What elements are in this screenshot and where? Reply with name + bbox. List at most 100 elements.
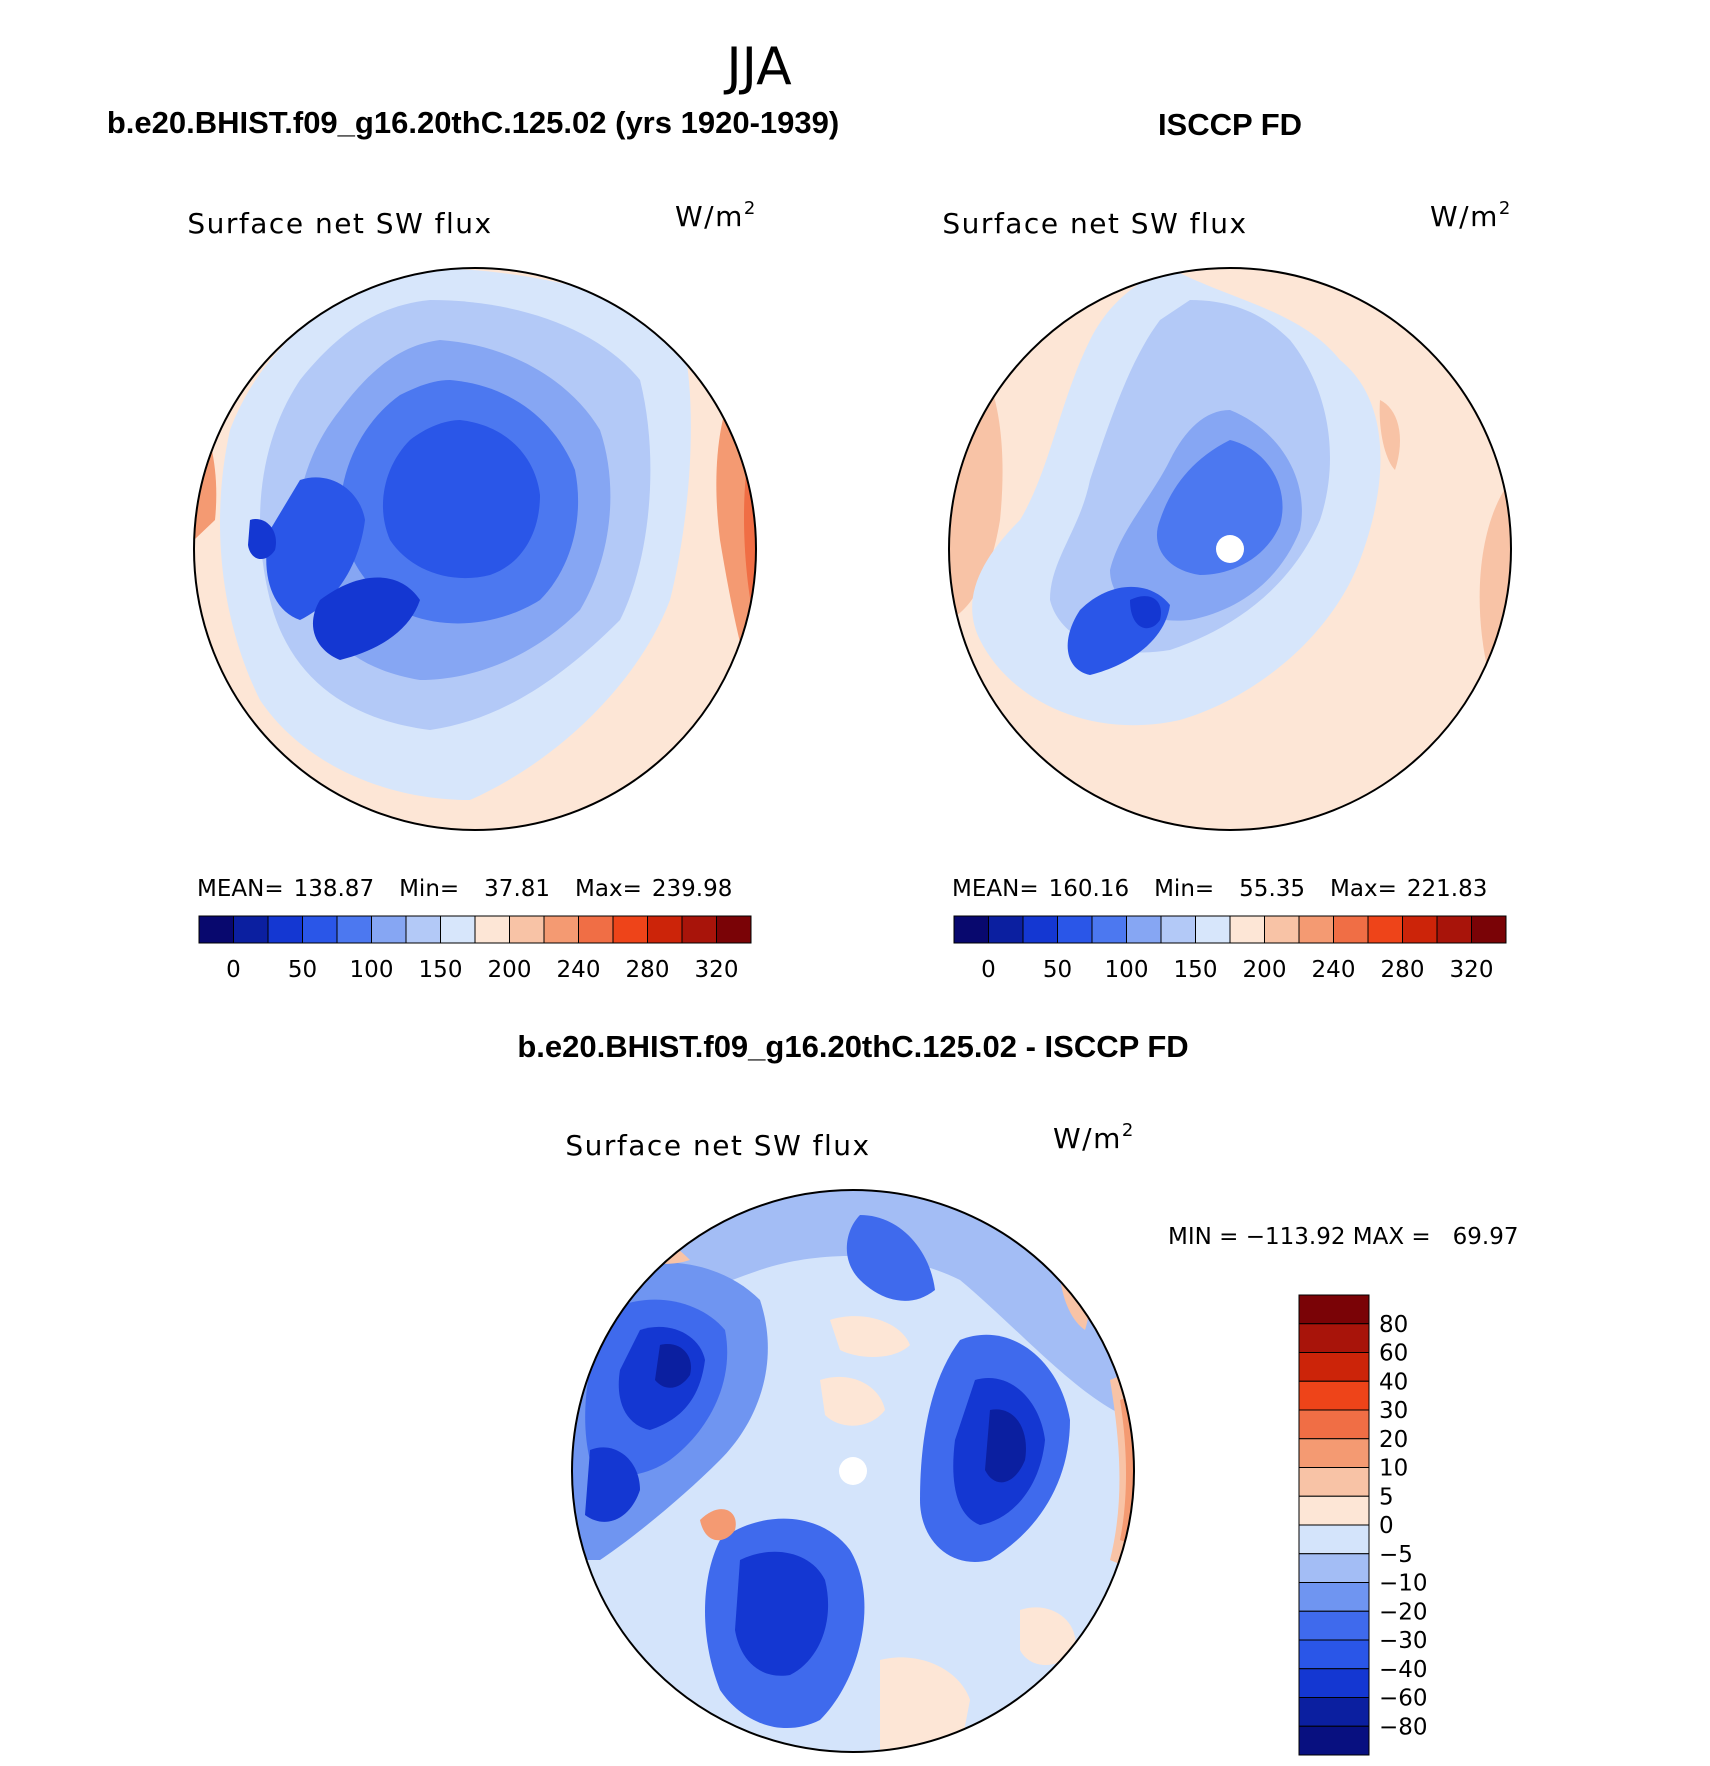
panel-obs-field-label: Surface net SW flux (942, 207, 1247, 240)
colorbar-swatch (1229, 915, 1265, 944)
colorbar-swatch (716, 915, 752, 944)
colorbar-swatch (578, 915, 614, 944)
panel-diff-header: b.e20.BHIST.f09_g16.20thC.125.02 - ISCCP… (517, 1029, 1188, 1064)
colorbar-tick-label: 5 (1379, 1484, 1394, 1510)
colorbar-swatch (405, 915, 441, 944)
colorbar-swatch (1298, 1524, 1370, 1555)
colorbar-swatch (474, 915, 510, 944)
colorbar-tick-label: 320 (695, 957, 739, 983)
colorbar-swatch (302, 915, 338, 944)
colorbar-swatch (1022, 915, 1058, 944)
colorbar-swatch (612, 915, 648, 944)
panel-diff-colorbar (1298, 1294, 1370, 1756)
panel-obs-unit-label: W/m2 (1430, 198, 1512, 233)
colorbar-tick-label: 200 (1243, 957, 1287, 983)
panel-model-colorbar (198, 915, 752, 944)
colorbar-swatch (1298, 1323, 1370, 1353)
colorbar-swatch (1298, 1380, 1370, 1411)
colorbar-tick-label: 50 (288, 957, 317, 983)
colorbar-swatch (1195, 915, 1231, 944)
colorbar-swatch (1091, 915, 1127, 944)
colorbar-tick-label: 150 (1174, 957, 1218, 983)
colorbar-swatch (1298, 1438, 1370, 1468)
colorbar-tick-label: 100 (350, 957, 394, 983)
colorbar-swatch (647, 915, 683, 944)
colorbar-tick-label: −30 (1379, 1628, 1428, 1654)
colorbar-swatch (267, 915, 303, 944)
colorbar-swatch (1436, 915, 1472, 944)
colorbar-swatch (1298, 1553, 1370, 1583)
colorbar-swatch (988, 915, 1024, 944)
colorbar-swatch (233, 915, 269, 944)
panel-obs-stats: MEAN= 160.16 Min= 55.35 Max= 221.83 (952, 876, 1487, 902)
colorbar-tick-label: 10 (1379, 1456, 1408, 1482)
panel-diff-stats: MIN = −113.92 MAX = 69.97 (1168, 1224, 1518, 1250)
colorbar-tick-label: −60 (1379, 1686, 1428, 1712)
colorbar-tick-label: −40 (1379, 1657, 1428, 1683)
panel-obs-header: ISCCP FD (1158, 107, 1302, 142)
colorbar-swatch (1298, 1639, 1370, 1670)
panel-diff-pole-hole (839, 1457, 867, 1485)
colorbar-tick-label: 0 (1379, 1513, 1394, 1539)
colorbar-tick-label: 100 (1105, 957, 1149, 983)
colorbar-tick-label: 150 (419, 957, 463, 983)
colorbar-tick-label: 40 (1379, 1369, 1408, 1395)
colorbar-swatch (1367, 915, 1403, 944)
colorbar-swatch (1264, 915, 1300, 944)
panel-model-stats: MEAN= 138.87 Min= 37.81 Max= 239.98 (197, 876, 732, 902)
panel-diff: b.e20.BHIST.f09_g16.20thC.125.02 - ISCCP… (517, 1029, 1518, 1756)
colorbar-swatch (1471, 915, 1507, 944)
colorbar-tick-label: 280 (626, 957, 670, 983)
colorbar-swatch (1160, 915, 1196, 944)
panel-model-map (194, 268, 756, 830)
colorbar-tick-label: −5 (1379, 1542, 1413, 1568)
colorbar-tick-label: 320 (1450, 957, 1494, 983)
panel-obs-map (949, 268, 1511, 830)
colorbar-swatch (1298, 1610, 1370, 1641)
colorbar-tick-label: 20 (1379, 1427, 1408, 1453)
figure-title: JJA (723, 37, 792, 97)
panel-model-header: b.e20.BHIST.f09_g16.20thC.125.02 (yrs 19… (107, 105, 839, 140)
colorbar-tick-label: 240 (1312, 957, 1356, 983)
colorbar-swatch (1402, 915, 1438, 944)
colorbar-tick-label: 0 (981, 957, 996, 983)
colorbar-swatch (1298, 1409, 1370, 1440)
panel-model-field-label: Surface net SW flux (187, 207, 492, 240)
colorbar-swatch (1126, 915, 1162, 944)
panel-model: b.e20.BHIST.f09_g16.20thC.125.02 (yrs 19… (107, 105, 839, 983)
panel-obs: ISCCP FD Surface net SW flux W/m2 MEAN= 1… (942, 107, 1512, 983)
colorbar-swatch (1298, 1668, 1370, 1698)
colorbar-swatch (1298, 1352, 1370, 1382)
colorbar-swatch (509, 915, 545, 944)
colorbar-swatch (543, 915, 579, 944)
colorbar-tick-label: 30 (1379, 1398, 1408, 1424)
panel-model-colorbar-ticks: 0 50 100 150 200 240 280 320 (226, 957, 738, 983)
colorbar-swatch (1298, 1467, 1370, 1497)
panel-diff-unit-label: W/m2 (1053, 1120, 1135, 1155)
colorbar-swatch (440, 915, 476, 944)
colorbar-swatch (681, 915, 717, 944)
colorbar-swatch (1298, 1697, 1370, 1727)
colorbar-swatch (1333, 915, 1369, 944)
colorbar-tick-label: 50 (1043, 957, 1072, 983)
colorbar-swatch (1298, 1582, 1370, 1612)
colorbar-swatch (1298, 915, 1334, 944)
colorbar-tick-label: 80 (1379, 1312, 1408, 1338)
colorbar-swatch (198, 915, 234, 944)
panel-diff-field-label: Surface net SW flux (565, 1129, 870, 1162)
colorbar-swatch (371, 915, 407, 944)
colorbar-tick-label: −20 (1379, 1599, 1428, 1625)
colorbar-tick-label: 200 (488, 957, 532, 983)
colorbar-swatch (953, 915, 989, 944)
colorbar-swatch (1057, 915, 1093, 944)
colorbar-swatch (1298, 1294, 1370, 1325)
colorbar-swatch (1298, 1495, 1370, 1526)
colorbar-swatch (1298, 1725, 1370, 1756)
colorbar-tick-label: −80 (1379, 1714, 1428, 1740)
panel-obs-colorbar-ticks: 0 50 100 150 200 240 280 320 (981, 957, 1493, 983)
panel-obs-colorbar (953, 915, 1507, 944)
panel-diff-map (572, 1190, 1134, 1752)
colorbar-tick-label: 60 (1379, 1341, 1408, 1367)
colorbar-tick-label: 280 (1381, 957, 1425, 983)
